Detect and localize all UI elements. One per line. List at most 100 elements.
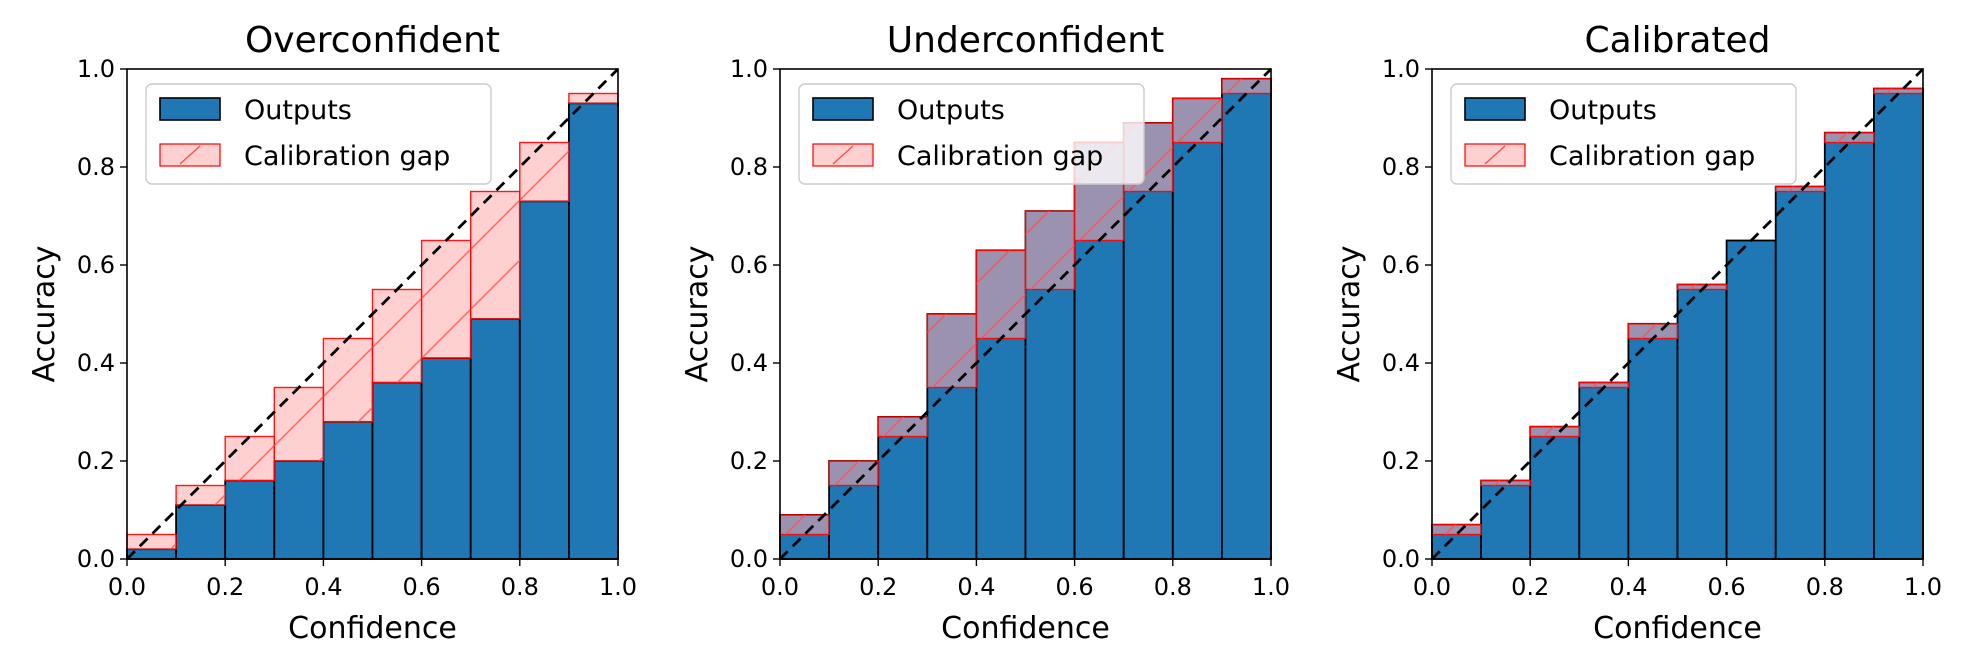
legend-label-calibration-gap: Calibration gap [244, 141, 450, 172]
x-tick-label: 0.4 [1609, 573, 1647, 601]
x-tick-label: 0.2 [859, 573, 897, 601]
y-tick-label: 0.4 [1382, 349, 1420, 377]
chart-panel-3: 0.0 0.2 0.4 0.6 0.8 1.0 0.0 0.2 0.4 0.6 0.8 1.0 Cali… [1332, 20, 1942, 646]
x-tick-label: 0.2 [1511, 573, 1549, 601]
outputs-bar [1529, 425, 1581, 560]
calibration-gap-hatch [127, 534, 177, 550]
outputs-bar [322, 420, 374, 560]
y-tick-label: 0.8 [1382, 153, 1420, 181]
outputs-bar [568, 102, 619, 560]
x-tick-label: 1.0 [599, 573, 637, 601]
y-tick-label: 0.4 [730, 349, 768, 377]
legend-label-outputs: Outputs [897, 95, 1005, 126]
y-axis-label: Accuracy [27, 246, 62, 383]
x-tick-label: 0.0 [1413, 573, 1451, 601]
chart-title: Underconfident [887, 20, 1164, 61]
x-tick-label: 1.0 [1252, 573, 1290, 601]
x-tick-label: 1.0 [1904, 573, 1942, 601]
calibration-gap-hatch [1432, 524, 1482, 535]
x-tick-label: 0.6 [403, 573, 441, 601]
legend-swatch-outputs [159, 97, 221, 121]
legend-box [798, 83, 1145, 185]
axes-frame [1431, 68, 1924, 560]
y-axis-label: Accuracy [680, 246, 715, 383]
axes-frame [779, 68, 1272, 560]
chart-title: Calibrated [1584, 20, 1770, 61]
calibration-gap-hatch [1025, 211, 1075, 290]
calibration-gap-hatch [519, 142, 569, 202]
outputs-bar [273, 460, 325, 560]
legend-box [1450, 83, 1797, 185]
perfect-calibration-line [1431, 68, 1924, 560]
outputs-bar [1221, 77, 1272, 560]
calibration-gap-hatch [878, 416, 928, 437]
x-tick-label: 0.6 [1708, 573, 1746, 601]
outputs-bar [1823, 131, 1875, 560]
x-tick-label: 0.8 [501, 573, 539, 601]
y-axis-label: Accuracy [1332, 246, 1367, 383]
y-tick-label: 0.8 [77, 153, 115, 181]
outputs-bar [1578, 381, 1630, 560]
axes-frame [126, 68, 619, 560]
calibration-gap-hatch [1873, 88, 1923, 94]
calibration-gap-hatch [1481, 480, 1531, 486]
calibration-gap-hatch [470, 191, 520, 319]
legend-swatch-hatch [1484, 145, 1506, 165]
outputs-bar [518, 200, 570, 560]
x-axis-label: Confidence [1593, 611, 1762, 646]
y-tick-label: 0.6 [77, 251, 115, 279]
legend-label-calibration-gap: Calibration gap [897, 141, 1103, 172]
chart-title: Overconfident [245, 20, 500, 61]
calibration-gap-hatch [1824, 132, 1874, 143]
calibration-gap-hatch [421, 240, 471, 359]
outputs-bar [175, 504, 227, 560]
legend-box [145, 83, 492, 185]
calibration-gap-hatch [927, 314, 977, 388]
outputs-bar [1627, 322, 1679, 560]
y-tick-label: 0.6 [730, 251, 768, 279]
legend-swatch-outputs [812, 97, 874, 121]
calibration-gap-hatch [176, 485, 226, 506]
x-tick-label: 0.6 [1056, 573, 1094, 601]
outputs-bar [1676, 283, 1728, 560]
legend: Outputs Calibration gap [1450, 83, 1797, 185]
y-tick-label: 0.4 [77, 349, 115, 377]
y-tick-label: 0.0 [77, 545, 115, 573]
legend-swatch-hatch [179, 145, 201, 165]
y-tick-label: 0.2 [1382, 447, 1420, 475]
y-tick-label: 1.0 [730, 55, 768, 83]
y-tick-label: 0.6 [1382, 251, 1420, 279]
outputs-bar [469, 317, 521, 560]
legend-swatch-hatch [832, 145, 854, 165]
outputs-bar [1873, 87, 1924, 560]
x-tick-label: 0.4 [957, 573, 995, 601]
calibration-gap-hatch [1775, 186, 1825, 192]
calibration-gap-hatch [225, 436, 275, 481]
x-tick-label: 0.4 [304, 573, 342, 601]
calibration-gap-hatch [829, 461, 879, 486]
legend: Outputs Calibration gap [145, 83, 492, 185]
x-tick-label: 0.8 [1154, 573, 1192, 601]
calibration-gap-hatch [780, 514, 830, 535]
chart-panel-2: 0.0 0.2 0.4 0.6 0.8 1.0 0.0 0.2 0.4 0.6 0.8 1.0 Unde… [680, 20, 1290, 646]
calibration-gap-hatch [1628, 323, 1678, 339]
perfect-calibration-line [126, 68, 619, 560]
x-axis-label: Confidence [941, 611, 1110, 646]
perfect-calibration-line [779, 68, 1272, 560]
calibration-gap-hatch [1221, 78, 1271, 94]
x-tick-label: 0.0 [761, 573, 799, 601]
outputs-bar [1480, 479, 1532, 560]
calibration-gap-hatch [372, 289, 422, 383]
calibration-gap-hatch [1579, 382, 1629, 388]
calibration-gap-hatch [323, 338, 373, 422]
x-tick-label: 0.0 [108, 573, 146, 601]
y-tick-label: 0.2 [77, 447, 115, 475]
x-tick-label: 0.8 [1806, 573, 1844, 601]
chart-panel-1: 0.0 0.2 0.4 0.6 0.8 1.0 0.0 0.2 0.4 0.6 0.8 1.0 Over… [27, 20, 637, 646]
outputs-bar [126, 548, 177, 560]
x-tick-label: 0.2 [206, 573, 244, 601]
outputs-bar [224, 479, 276, 560]
legend-label-outputs: Outputs [1549, 95, 1657, 126]
outputs-bar [1725, 239, 1777, 560]
